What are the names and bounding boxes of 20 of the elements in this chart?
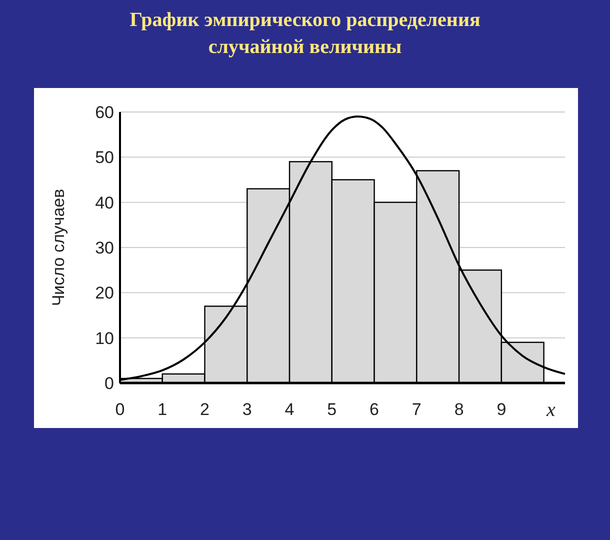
x-tick-label: 1 bbox=[158, 400, 168, 419]
x-tick-label: 6 bbox=[370, 400, 380, 419]
y-tick-label: 20 bbox=[95, 284, 114, 303]
y-tick-label: 0 bbox=[104, 374, 114, 393]
x-tick-label: 8 bbox=[454, 400, 464, 419]
x-tick-label: 5 bbox=[327, 400, 337, 419]
y-tick-label: 10 bbox=[95, 328, 114, 348]
x-axis-title: x bbox=[546, 399, 556, 421]
y-tick-label: 40 bbox=[95, 193, 114, 212]
line-series bbox=[119, 116, 566, 381]
x-tick-label: 7 bbox=[412, 400, 422, 419]
x-tick-label: 3 bbox=[242, 400, 252, 419]
x-tick-label: 4 bbox=[284, 400, 294, 419]
chart-title: График эмпирического распределения случайной величины bbox=[130, 9, 480, 58]
x-tick-label: 2 bbox=[200, 400, 210, 419]
y-tick-label: 50 bbox=[95, 148, 114, 168]
y-axis-title: Число случаев bbox=[49, 188, 68, 306]
x-tick-label: 9 bbox=[496, 400, 506, 419]
y-tick-label: 30 bbox=[95, 238, 114, 258]
y-tick-label: 60 bbox=[95, 103, 114, 122]
